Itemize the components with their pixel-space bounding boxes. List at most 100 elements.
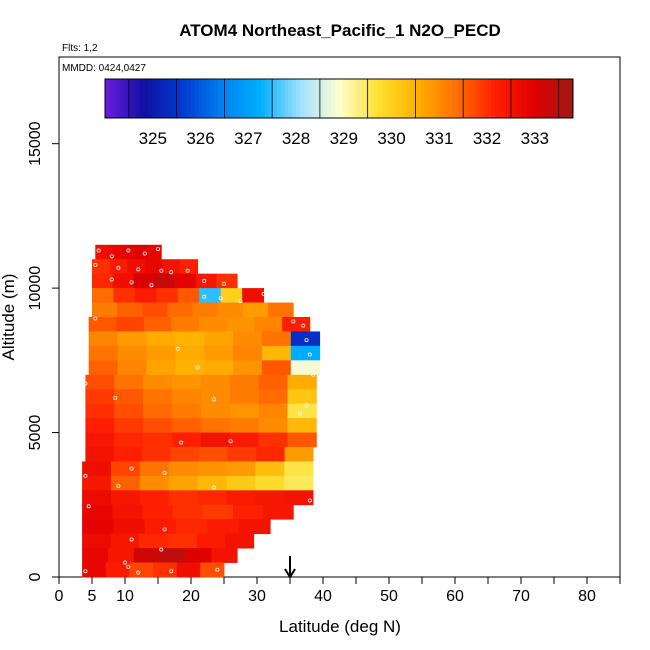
chart-title: ATOM4 Northeast_Pacific_1 N2O_PECD	[179, 21, 501, 40]
colorbar-segment	[183, 79, 188, 118]
curtain-cell	[287, 389, 317, 405]
curtain-cell	[258, 418, 288, 433]
curtain-cell	[199, 288, 222, 303]
curtain-cells	[82, 244, 321, 578]
colorbar-segment	[432, 79, 437, 118]
colorbar-segment	[327, 79, 332, 118]
curtain-cell	[204, 331, 234, 347]
colorbar-segment	[225, 79, 231, 118]
curtain-cell	[117, 302, 143, 318]
colorbar-segment	[534, 79, 539, 118]
curtain-cell	[287, 403, 317, 419]
colorbar-segment	[307, 79, 313, 118]
colorbar-segment	[440, 79, 445, 118]
x-tick-label: 0	[55, 588, 64, 605]
curtain-cell	[143, 403, 173, 419]
colorbar	[104, 78, 574, 119]
curtain-cell	[143, 317, 173, 332]
curtain-cell	[156, 288, 179, 303]
curtain-cell	[197, 490, 227, 506]
curtain-cell	[134, 244, 149, 260]
sample-point	[126, 564, 131, 569]
colorbar-segment	[335, 79, 340, 118]
colorbar-segment	[378, 79, 383, 118]
sample-point	[212, 485, 217, 490]
curtain-cell	[200, 432, 231, 448]
colorbar-segment	[374, 79, 379, 118]
colorbar-segment	[311, 79, 317, 118]
curtain-cell	[110, 533, 140, 549]
colorbar-segment	[459, 79, 465, 118]
y-tick-label: 5000	[27, 415, 44, 451]
colorbar-tick-label: 331	[425, 129, 453, 148]
curtain-cell	[238, 519, 271, 535]
colorbar-segment	[241, 79, 246, 118]
curtain-cell	[185, 548, 212, 563]
colorbar-segment	[498, 79, 504, 118]
colorbar-segment	[140, 79, 145, 118]
curtain-cell	[88, 317, 117, 332]
curtain-cell	[229, 403, 260, 419]
colorbar-segment	[456, 79, 461, 118]
colorbar-segment	[346, 79, 352, 118]
sample-point	[83, 381, 88, 386]
curtain-cell	[133, 273, 155, 289]
curtain-cell	[233, 345, 263, 361]
curtain-cell	[110, 475, 141, 491]
curtain-cell	[162, 259, 181, 275]
curtain-cell	[255, 461, 285, 477]
colorbar-segment	[397, 79, 402, 118]
colorbar-segment	[452, 79, 457, 118]
sample-point	[96, 248, 101, 253]
colorbar-segment	[132, 79, 137, 118]
sample-point	[155, 247, 160, 252]
curtain-cell	[88, 345, 118, 361]
colorbar-tick-label: 328	[282, 129, 310, 148]
curtain-cell	[148, 244, 162, 260]
curtain-cell	[113, 288, 136, 303]
sample-point	[142, 251, 147, 256]
sample-point	[113, 395, 118, 400]
curtain-cell	[92, 288, 114, 303]
colorbar-segment	[389, 79, 395, 118]
curtain-cell	[95, 244, 109, 260]
colorbar-tick-label: 325	[139, 129, 167, 148]
curtain-cell	[216, 273, 238, 289]
curtain-cell	[146, 345, 176, 361]
curtain-cell	[92, 259, 110, 275]
colorbar-border	[104, 78, 574, 119]
curtain-cell	[176, 562, 201, 578]
colorbar-segment	[362, 79, 367, 118]
colorbar-segment	[245, 79, 250, 118]
curtain-cell	[142, 447, 172, 462]
curtain-cell	[92, 273, 114, 289]
x-tick-label: 30	[248, 588, 266, 605]
colorbar-segment	[194, 79, 200, 118]
colorbar-segment	[506, 79, 512, 118]
colorbar-segment	[296, 79, 301, 118]
colorbar-segment	[502, 79, 508, 118]
sample-point	[212, 397, 217, 402]
sample-point	[291, 319, 296, 324]
sample-point	[126, 248, 131, 253]
colorbar-segment	[420, 79, 426, 118]
curtain-cell	[226, 490, 256, 506]
colorbar-segment	[514, 79, 519, 118]
colorbar-segment	[530, 79, 535, 118]
curtain-cell	[143, 389, 173, 405]
colorbar-segment	[467, 79, 473, 118]
colorbar-segment	[366, 79, 371, 118]
curtain-cell	[199, 447, 229, 462]
curtain-cell	[168, 475, 198, 491]
colorbar-tick-label: 330	[377, 129, 405, 148]
x-tick-label: 80	[578, 588, 596, 605]
colorbar-segment	[288, 79, 293, 118]
curtain-cell	[200, 374, 231, 390]
sample-point	[238, 299, 243, 304]
curtain-cell	[134, 288, 157, 303]
curtain-cell	[284, 490, 314, 506]
colorbar-segment	[237, 79, 242, 118]
x-axis: 0 5 10 20 30 40 50 60 70 80	[55, 577, 621, 605]
y-tick-label: 10000	[27, 266, 44, 311]
curtain-cell	[195, 273, 217, 289]
